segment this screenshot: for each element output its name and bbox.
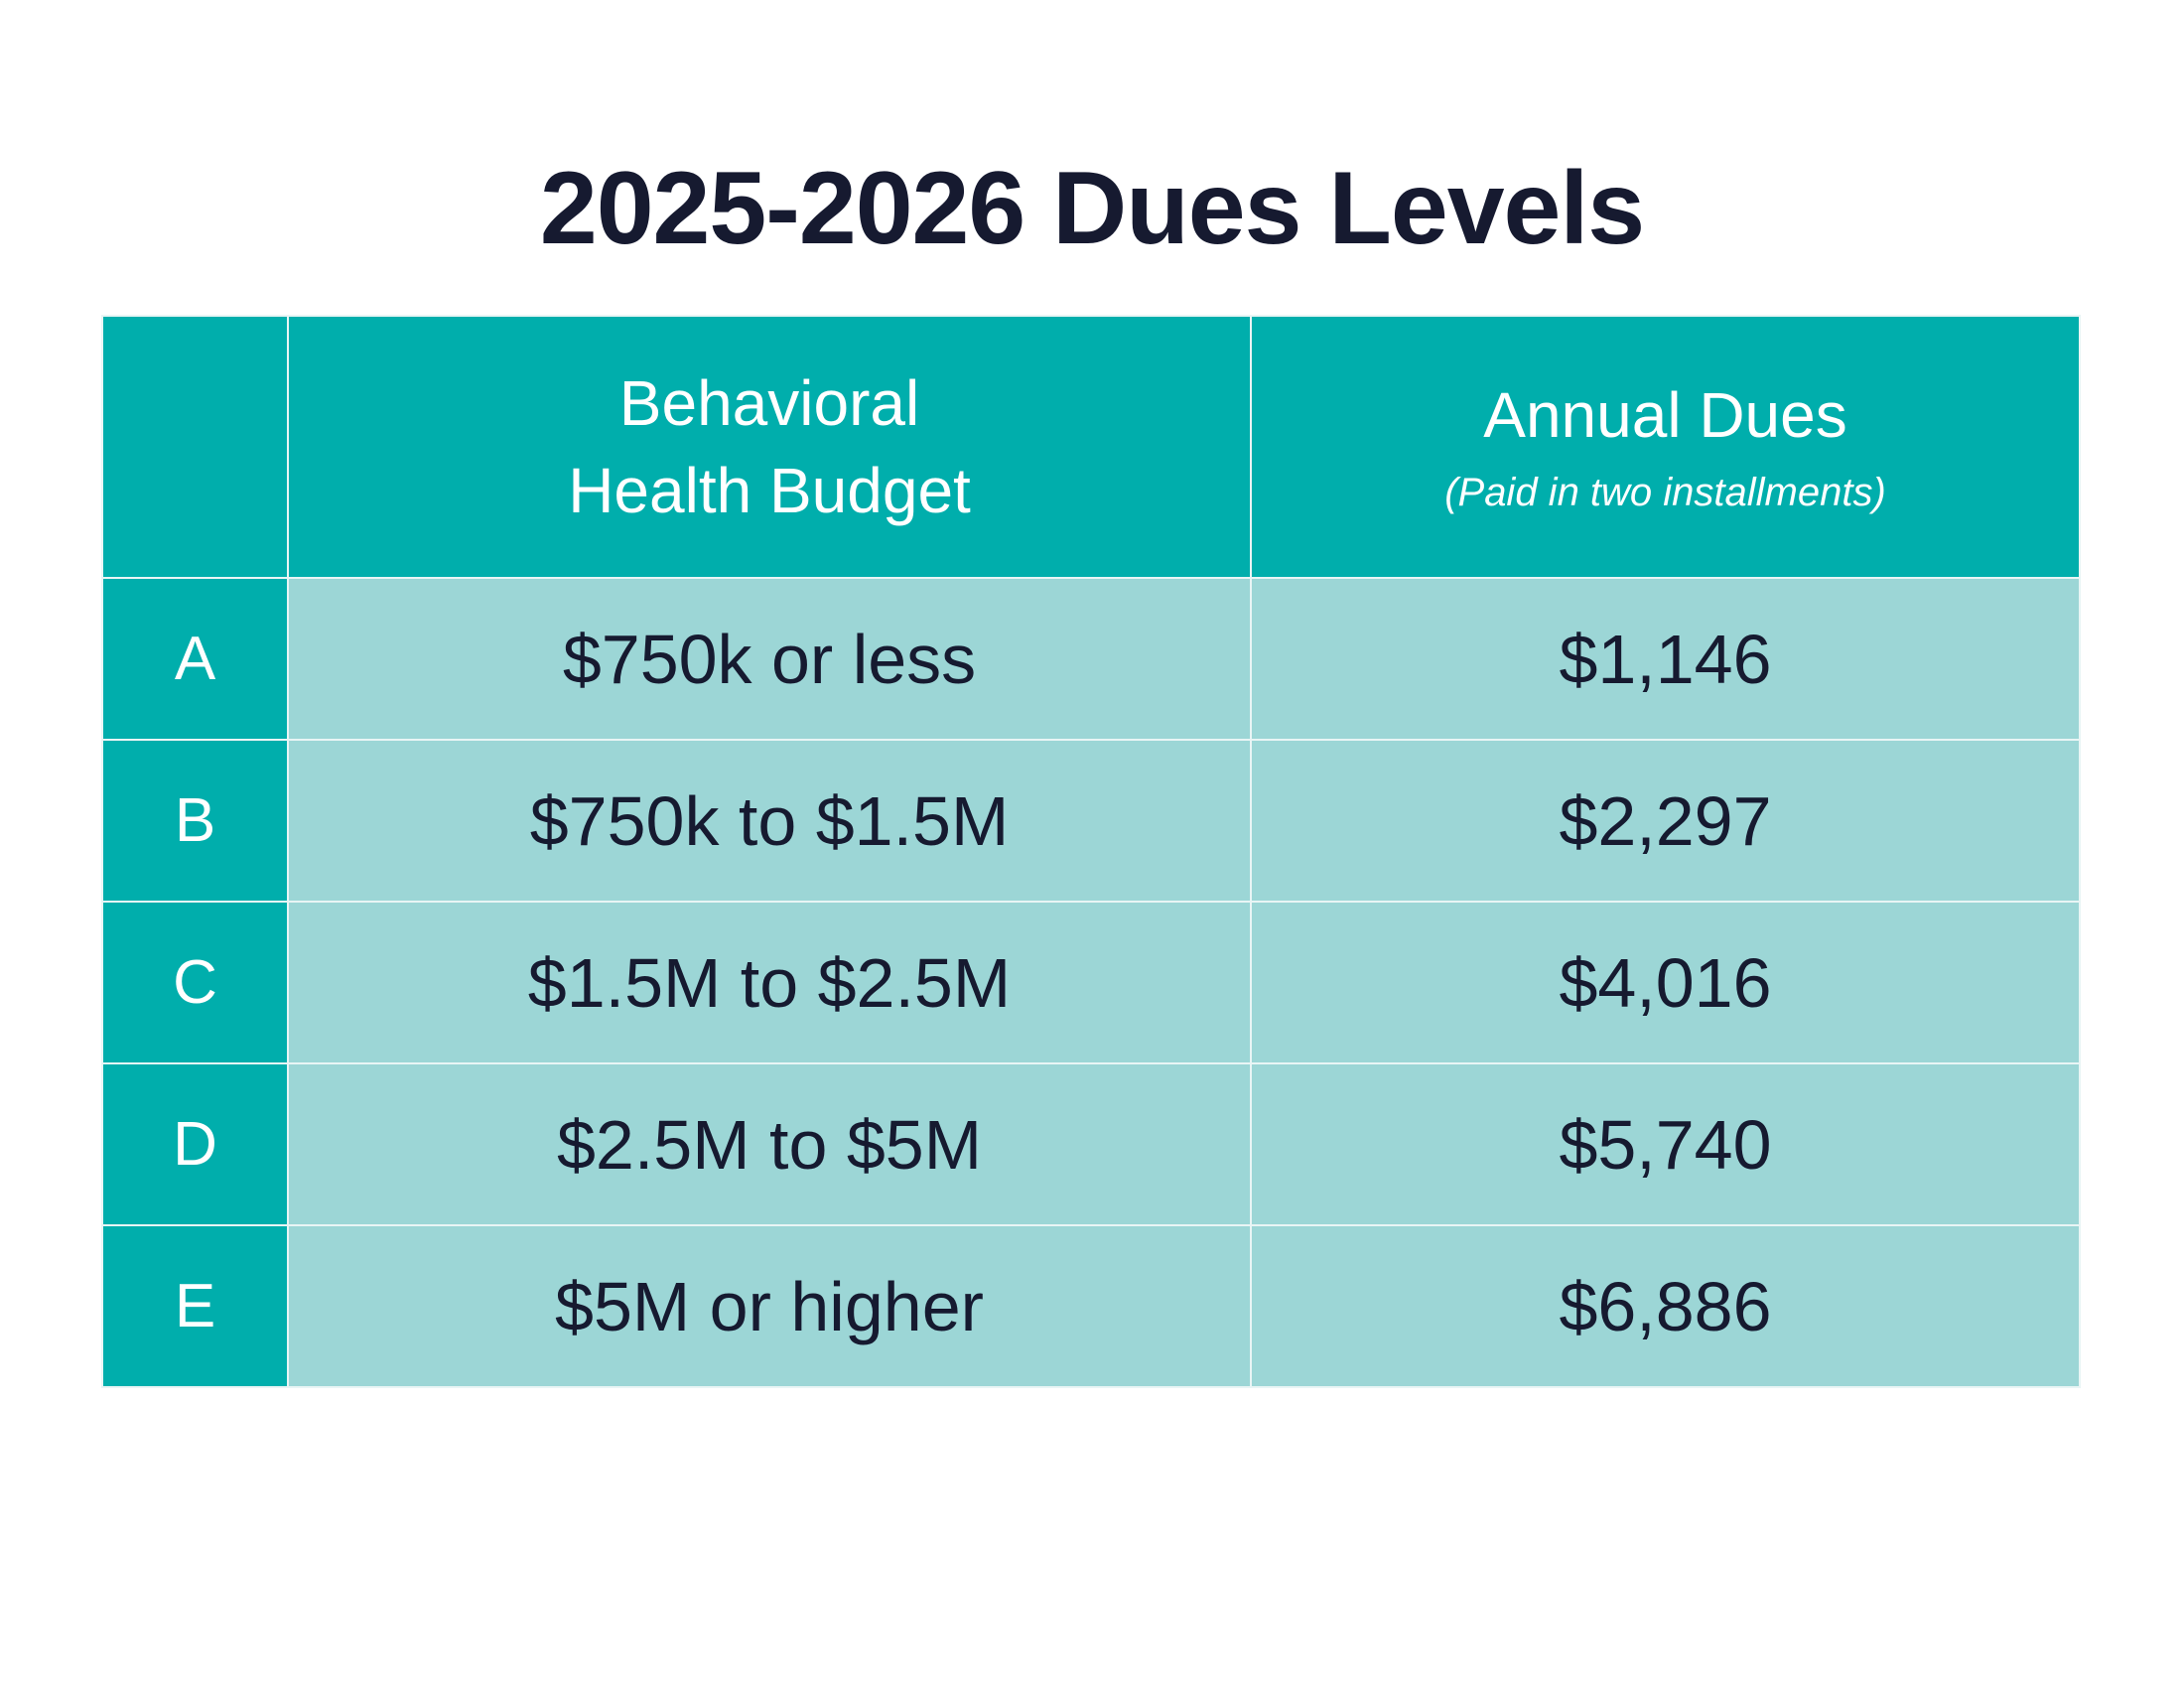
table-header-row: Behavioral Health Budget Annual Dues (Pa… [101, 315, 2081, 579]
table-row: C $1.5M to $2.5M $4,016 [101, 901, 2081, 1064]
row-budget: $5M or higher [287, 1224, 1252, 1388]
row-budget: $1.5M to $2.5M [287, 901, 1252, 1064]
header-budget: Behavioral Health Budget [287, 315, 1252, 579]
header-budget-label: Behavioral Health Budget [568, 367, 971, 526]
row-dues: $1,146 [1250, 577, 2081, 741]
header-level [101, 315, 289, 579]
table-row: E $5M or higher $6,886 [101, 1224, 2081, 1388]
header-dues-label: Annual Dues [1483, 379, 1847, 451]
row-budget: $750k or less [287, 577, 1252, 741]
header-dues: Annual Dues (Paid in two installments) [1250, 315, 2081, 579]
row-budget: $750k to $1.5M [287, 739, 1252, 903]
row-level-label: D [101, 1062, 289, 1226]
row-dues: $2,297 [1250, 739, 2081, 903]
row-level-label: A [101, 577, 289, 741]
row-level-label: E [101, 1224, 289, 1388]
row-level-label: B [101, 739, 289, 903]
table-row: A $750k or less $1,146 [101, 577, 2081, 741]
dues-levels-table: Behavioral Health Budget Annual Dues (Pa… [101, 315, 2081, 1388]
row-dues: $5,740 [1250, 1062, 2081, 1226]
table-row: D $2.5M to $5M $5,740 [101, 1062, 2081, 1226]
row-budget: $2.5M to $5M [287, 1062, 1252, 1226]
header-dues-note: (Paid in two installments) [1444, 471, 1886, 514]
row-dues: $6,886 [1250, 1224, 2081, 1388]
row-level-label: C [101, 901, 289, 1064]
row-dues: $4,016 [1250, 901, 2081, 1064]
page-title: 2025-2026 Dues Levels [539, 151, 1645, 266]
table-row: B $750k to $1.5M $2,297 [101, 739, 2081, 903]
